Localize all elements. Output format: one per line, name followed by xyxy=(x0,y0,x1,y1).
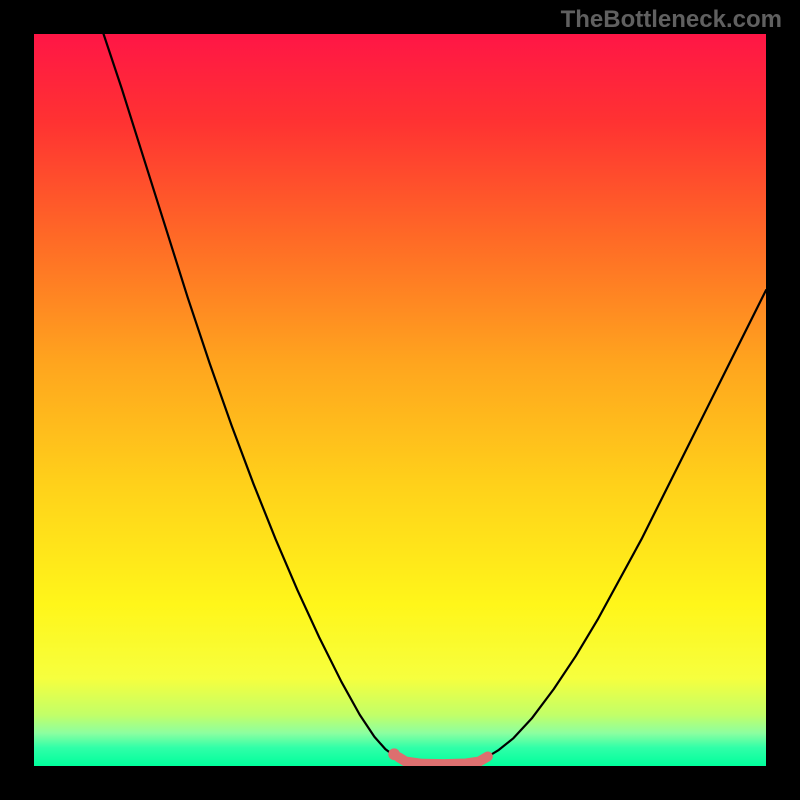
chart-overlay xyxy=(34,34,766,766)
source-watermark: TheBottleneck.com xyxy=(561,6,782,34)
plot-area xyxy=(34,34,766,766)
